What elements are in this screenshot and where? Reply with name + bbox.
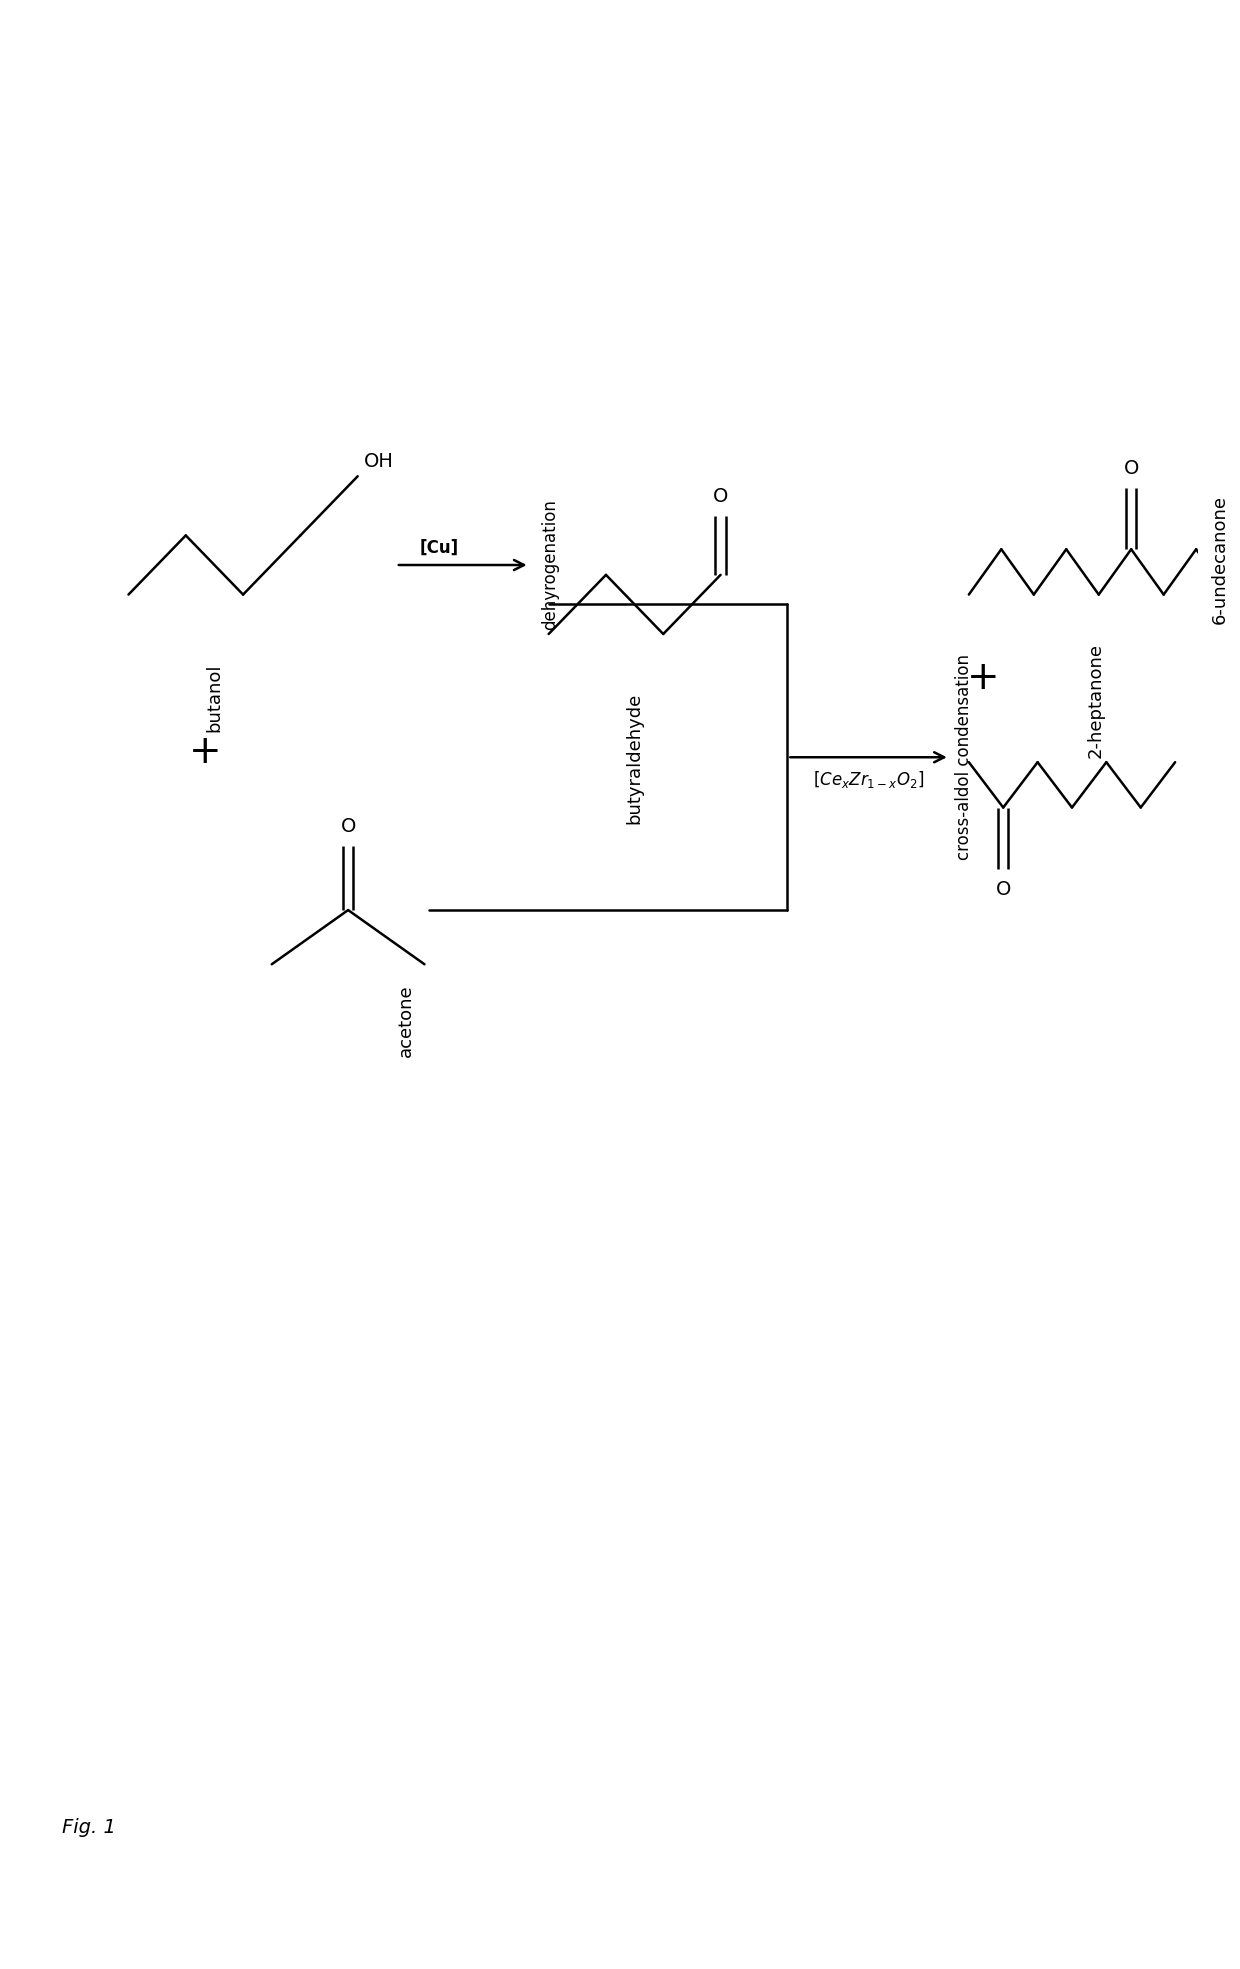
Text: O: O [1123, 459, 1138, 478]
Text: butyraldehyde: butyraldehyde [626, 693, 644, 825]
Text: +: + [967, 660, 999, 697]
Text: O: O [996, 880, 1011, 900]
Text: +: + [188, 732, 221, 772]
Text: O: O [713, 486, 728, 506]
Text: [Cu]: [Cu] [419, 540, 459, 557]
Text: OH: OH [365, 453, 394, 471]
Text: acetone: acetone [397, 984, 414, 1057]
Text: $[Ce_xZr_{1-x}O_2]$: $[Ce_xZr_{1-x}O_2]$ [813, 770, 924, 790]
Text: 6-undecanone: 6-undecanone [1210, 494, 1229, 624]
Text: Fig. 1: Fig. 1 [62, 1817, 115, 1837]
Text: 2-heptanone: 2-heptanone [1086, 644, 1105, 758]
Text: butanol: butanol [206, 664, 223, 732]
Text: O: O [341, 817, 356, 837]
Text: cross-aldol condensation: cross-aldol condensation [955, 654, 972, 860]
Text: dehyrogenation: dehyrogenation [541, 500, 559, 630]
